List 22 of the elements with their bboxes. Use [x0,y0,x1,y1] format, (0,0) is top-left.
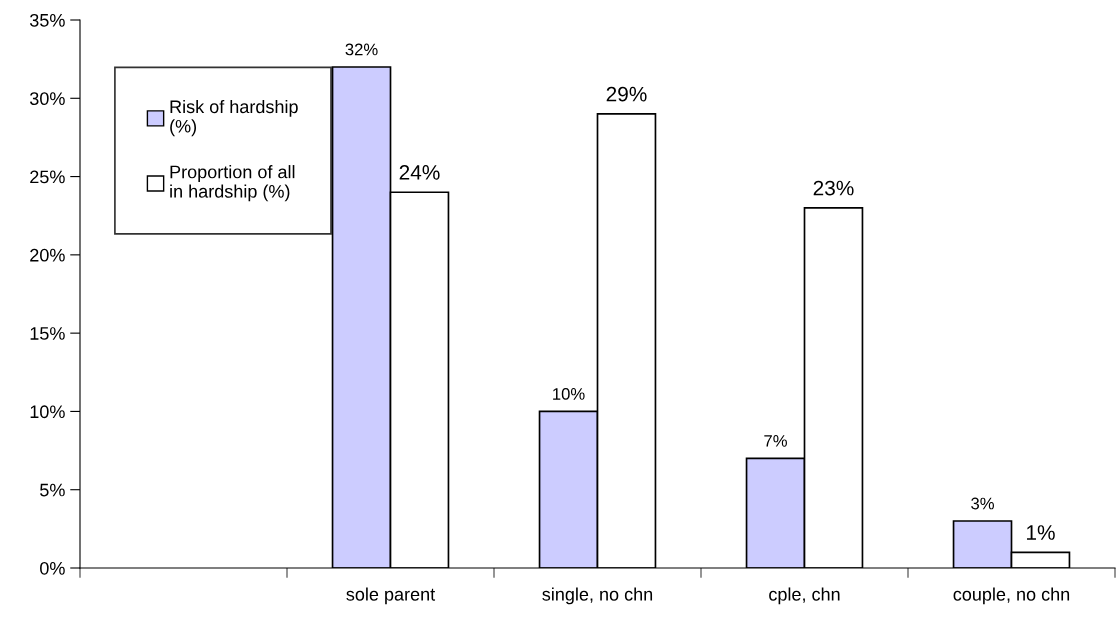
y-tick-label: 5% [40,483,65,497]
y-tick-label: 25% [30,170,65,184]
data-label: 32% [345,43,378,56]
y-tick-label: 0% [40,561,65,575]
data-label: 7% [764,435,787,447]
data-label: 29% [606,86,647,102]
legend-label: Risk of hardship (%) [170,99,298,137]
data-label: 3% [971,497,994,510]
legend-label: Proportion of all in hardship (%) [170,165,295,202]
x-tick-label: cple, chn [769,587,840,605]
x-tick-label: sole parent [346,587,436,605]
data-label: 23% [813,180,854,196]
x-tick-label: single, no chn [542,587,653,605]
data-label: 1% [1027,525,1055,540]
y-tick-label: 10% [30,405,65,419]
y-tick-label: 20% [30,248,65,262]
data-label: 10% [553,388,585,400]
y-tick-label: 15% [30,327,65,340]
data-label: 24% [399,165,440,180]
y-tick-label: 35% [29,13,65,27]
y-tick-label: 30% [29,92,65,106]
x-tick-label: couple, no chn [953,587,1070,605]
